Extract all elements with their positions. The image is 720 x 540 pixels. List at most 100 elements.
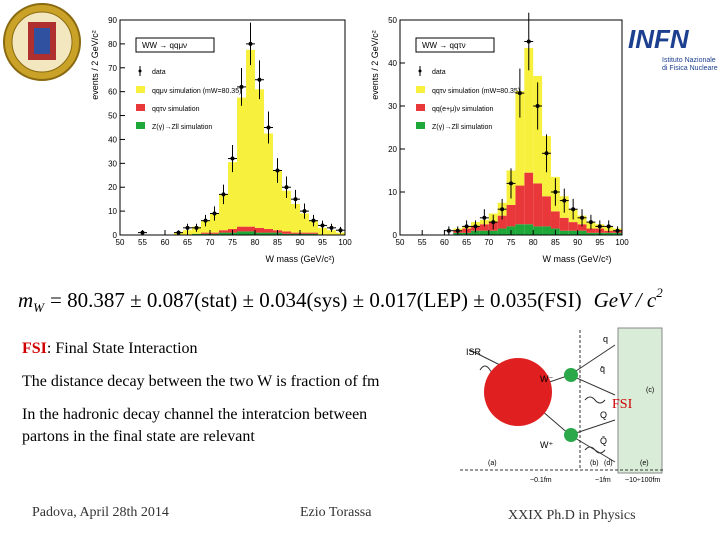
data-point bbox=[266, 125, 271, 130]
histogram-bar bbox=[488, 230, 498, 235]
y-tick-label: 50 bbox=[388, 16, 397, 25]
x-tick-label: 85 bbox=[273, 238, 282, 247]
formula-power: 2 bbox=[656, 285, 663, 300]
x-tick-label: 90 bbox=[573, 238, 582, 247]
fsi-abbr: FSI bbox=[22, 340, 47, 357]
histogram-bar bbox=[586, 232, 596, 235]
histogram-bar bbox=[201, 233, 210, 235]
histogram-bar bbox=[515, 185, 525, 225]
histogram-bar bbox=[300, 213, 309, 233]
y-tick-label: 10 bbox=[388, 188, 397, 197]
histogram-bar bbox=[577, 224, 587, 231]
diagram-label: ~10÷100fm bbox=[625, 477, 660, 484]
histogram-bar bbox=[577, 230, 587, 235]
data-point bbox=[482, 215, 487, 220]
histogram-bar bbox=[604, 232, 614, 235]
legend-swatch bbox=[136, 104, 145, 111]
x-tick-label: 70 bbox=[484, 238, 493, 247]
legend-label: data bbox=[152, 69, 166, 76]
x-axis-label: W mass (GeV/c²) bbox=[266, 254, 335, 264]
data-point bbox=[311, 218, 316, 223]
fsi-diagram bbox=[460, 327, 665, 474]
histogram-bar bbox=[282, 190, 291, 232]
data-point bbox=[597, 224, 602, 229]
histogram-bar bbox=[273, 170, 282, 231]
diagram-label: W⁻ bbox=[540, 374, 553, 384]
y-tick-label: 20 bbox=[108, 183, 117, 192]
infn-logo: INFN Istituto Nazionale di Fisica Nuclea… bbox=[628, 24, 718, 72]
histogram-bar bbox=[300, 233, 309, 235]
footer-right: XXIX Ph.D in Physics bbox=[508, 508, 636, 523]
footer-center: Ezio Torassa bbox=[300, 505, 372, 520]
formula-rhs: = 80.387 ± 0.087(stat) ± 0.034(sys) ± 0.… bbox=[50, 288, 582, 312]
histogram-bar bbox=[255, 227, 264, 233]
y-tick-label: 20 bbox=[388, 145, 397, 154]
histogram-bar bbox=[542, 226, 551, 235]
data-point bbox=[571, 207, 576, 212]
legend-label: qq(e+μ)ν simulation bbox=[432, 106, 494, 113]
data-point bbox=[446, 228, 451, 233]
legend-title: WW → qqμν bbox=[142, 41, 187, 50]
histogram-bar bbox=[568, 230, 578, 235]
formula-sub: W bbox=[33, 300, 45, 315]
data-point bbox=[580, 215, 585, 220]
data-point bbox=[302, 209, 307, 214]
data-point bbox=[221, 192, 226, 197]
university-seal bbox=[3, 3, 81, 81]
diagram-label: (e) bbox=[640, 460, 649, 467]
y-tick-label: 60 bbox=[108, 88, 117, 97]
data-point bbox=[509, 181, 513, 186]
diagram-label: W⁺ bbox=[540, 440, 553, 450]
legend-swatch bbox=[416, 104, 425, 111]
diagram-label: (d) bbox=[604, 460, 613, 467]
data-point bbox=[257, 77, 262, 82]
legend-label: qqμν simulation (mW=80.35) bbox=[152, 88, 241, 95]
data-point bbox=[176, 230, 181, 235]
data-point bbox=[329, 225, 334, 230]
histogram-bar bbox=[533, 226, 543, 235]
diagram-label: Q̄ bbox=[600, 436, 607, 446]
histogram-bar bbox=[219, 230, 228, 233]
data-point bbox=[275, 168, 280, 173]
histogram-bar bbox=[559, 230, 569, 235]
histogram-bar bbox=[228, 162, 237, 230]
x-tick-label: 100 bbox=[338, 238, 352, 247]
histogram-bar bbox=[542, 196, 551, 227]
formula-lhs: m bbox=[18, 288, 33, 312]
diagram-label: q bbox=[603, 334, 608, 344]
legend-label: qqτν simulation (mW=80.35) bbox=[432, 88, 520, 95]
histogram-bar bbox=[506, 204, 516, 227]
x-tick-label: 75 bbox=[228, 238, 237, 247]
legend-title-box bbox=[415, 37, 495, 53]
data-point bbox=[248, 41, 253, 46]
histogram-bar bbox=[309, 232, 318, 234]
diagram-fsi: FSI bbox=[612, 397, 633, 412]
histogram-bar bbox=[264, 229, 273, 233]
y-tick-label: 0 bbox=[113, 231, 118, 240]
histogram-bar bbox=[237, 231, 246, 235]
data-point bbox=[455, 228, 460, 233]
histogram-bar bbox=[515, 224, 525, 235]
histogram-bar bbox=[327, 230, 336, 235]
formula: mW = 80.387 ± 0.087(stat) ± 0.034(sys) ± … bbox=[18, 285, 663, 315]
data-point bbox=[194, 225, 199, 230]
histogram-bar bbox=[246, 226, 255, 232]
histogram-bar bbox=[291, 233, 300, 235]
legend-marker bbox=[418, 69, 422, 73]
legend-label: data bbox=[432, 69, 446, 76]
histogram-bar bbox=[237, 97, 246, 227]
histogram-bar bbox=[264, 133, 273, 230]
data-point bbox=[212, 211, 217, 216]
histogram-bar bbox=[201, 232, 210, 234]
histogram-bar bbox=[524, 172, 534, 225]
data-point bbox=[526, 39, 531, 44]
y-tick-label: 80 bbox=[108, 40, 117, 49]
histogram-bar bbox=[533, 183, 543, 227]
x-axis-label: W mass (GeV/c²) bbox=[543, 254, 612, 264]
y-axis-label: events / 2 GeV/c² bbox=[370, 30, 380, 100]
data-point bbox=[491, 220, 496, 225]
data-point bbox=[562, 198, 567, 203]
y-axis-label: events / 2 GeV/c² bbox=[90, 30, 100, 100]
x-tick-label: 80 bbox=[251, 238, 260, 247]
